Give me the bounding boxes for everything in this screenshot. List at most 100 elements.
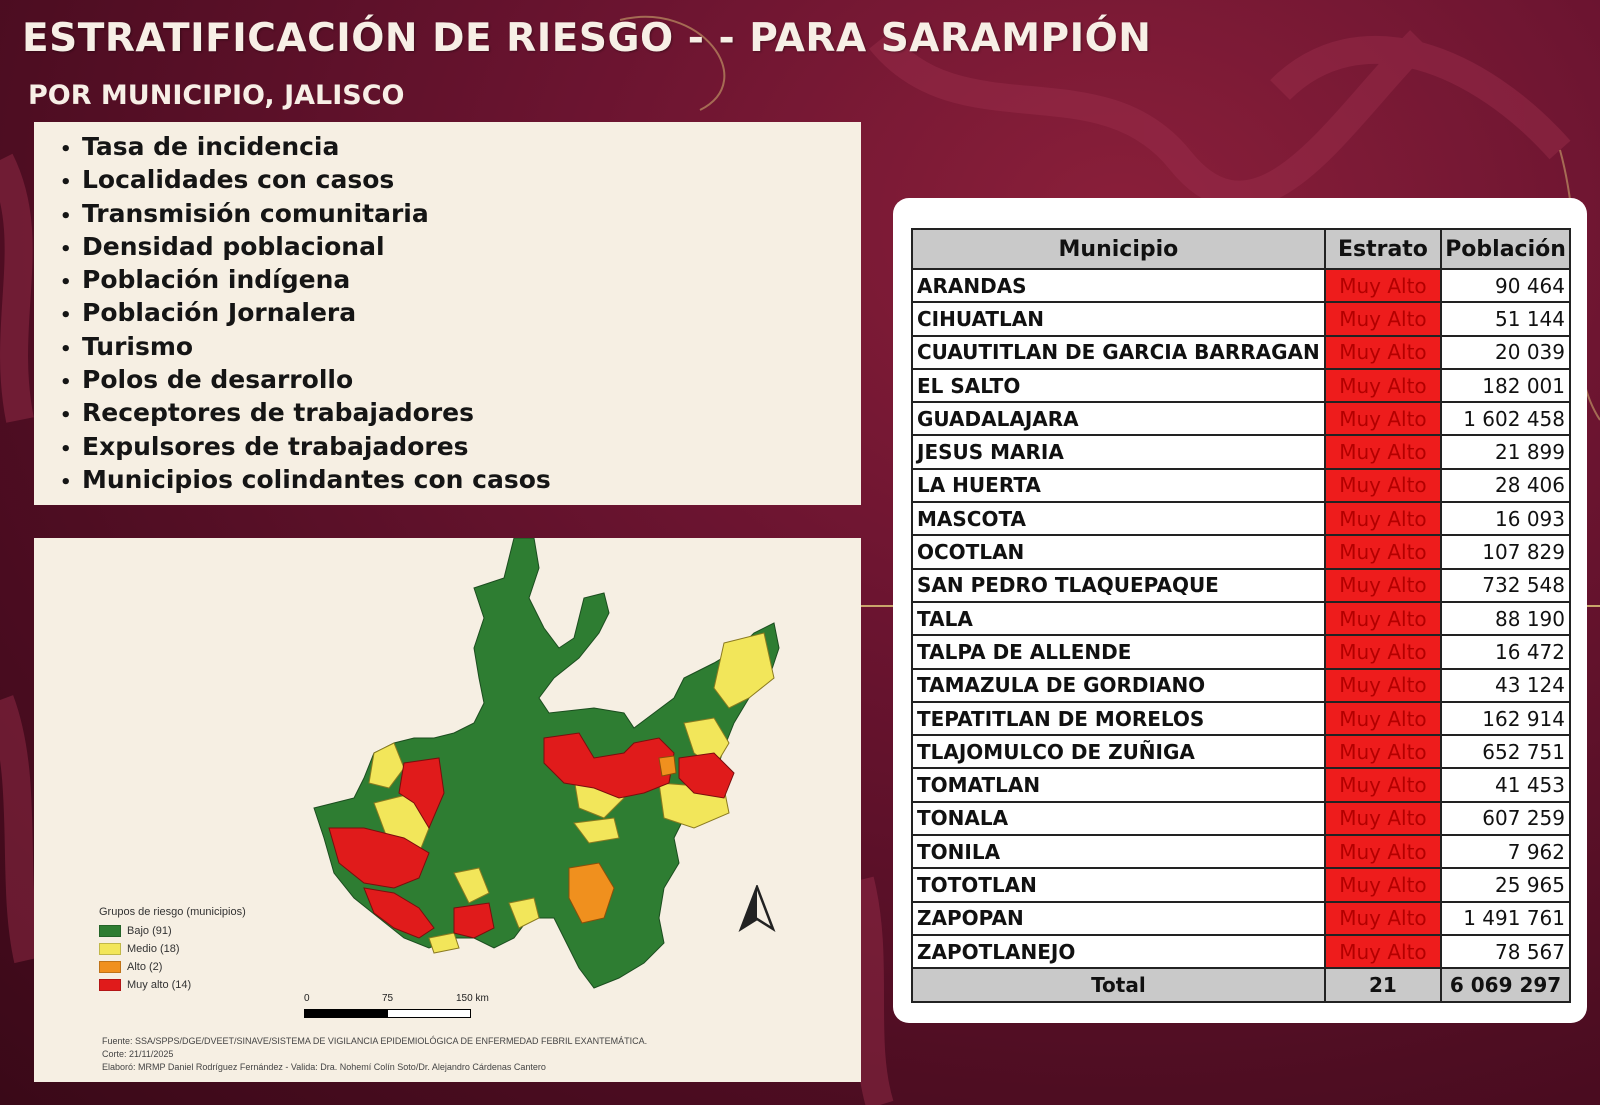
map-region-medio	[683, 717, 730, 769]
table-row: TOMATLAN Muy Alto 41 453	[911, 767, 1571, 803]
scale-label: 150 km	[456, 993, 489, 1004]
cell-poblacion: 16 472	[1440, 634, 1571, 670]
cell-estrato: Muy Alto	[1323, 334, 1443, 370]
table-row: ARANDAS Muy Alto 90 464	[911, 267, 1571, 304]
table-row: TAMAZULA DE GORDIANO Muy Alto 43 124	[911, 667, 1571, 703]
map-region-alto	[568, 862, 615, 924]
table-row: TALPA DE ALLENDE Muy Alto 16 472	[911, 634, 1571, 670]
map-legend: Grupos de riesgo (municipios) Bajo (91) …	[99, 906, 246, 994]
cell-poblacion: 732 548	[1440, 567, 1571, 603]
cell-poblacion: 43 124	[1440, 667, 1571, 703]
criteria-item: • Receptores de trabajadores	[60, 396, 861, 429]
map-source: Fuente: SSA/SPPS/DGE/DVEET/SINAVE/SISTEM…	[102, 1035, 647, 1074]
cell-municipio: SAN PEDRO TLAQUEPAQUE	[911, 567, 1326, 603]
cell-municipio: ARANDAS	[911, 267, 1326, 304]
cell-estrato: Muy Alto	[1323, 834, 1443, 870]
cell-estrato: Muy Alto	[1323, 767, 1443, 803]
cell-estrato: Muy Alto	[1323, 600, 1443, 637]
criteria-label: Turismo	[82, 331, 194, 361]
cell-estrato: Muy Alto	[1323, 501, 1443, 537]
cell-municipio: TALPA DE ALLENDE	[911, 634, 1326, 670]
map-region-medio	[573, 817, 620, 844]
bullet-icon: •	[60, 172, 72, 194]
legend-item-muy-alto: Muy alto (14)	[99, 976, 246, 994]
divider-line	[1587, 605, 1600, 607]
table-row: OCOTLAN Muy Alto 107 829	[911, 534, 1571, 570]
legend-swatch	[99, 943, 121, 955]
column-header-estrato: Estrato	[1323, 228, 1443, 270]
map-region-medio	[713, 632, 775, 709]
cell-municipio: TLAJOMULCO DE ZUÑIGA	[911, 734, 1326, 770]
legend-item-alto: Alto (2)	[99, 958, 246, 976]
cell-municipio: ZAPOTLANEJO	[911, 933, 1326, 970]
table-row: SAN PEDRO TLAQUEPAQUE Muy Alto 732 548	[911, 567, 1571, 603]
bullet-icon: •	[60, 471, 72, 493]
table-row: TALA Muy Alto 88 190	[911, 600, 1571, 637]
cell-municipio: TONALA	[911, 800, 1326, 837]
cell-municipio: TAMAZULA DE GORDIANO	[911, 667, 1326, 703]
cell-estrato: Muy Alto	[1323, 367, 1443, 404]
cell-municipio: TOMATLAN	[911, 767, 1326, 803]
cell-estrato: Muy Alto	[1323, 800, 1443, 837]
source-line: Fuente: SSA/SPPS/DGE/DVEET/SINAVE/SISTEM…	[102, 1036, 648, 1046]
cell-estrato: Muy Alto	[1323, 734, 1443, 770]
source-line: Elaboró: MRMP Daniel Rodríguez Fernández…	[102, 1062, 546, 1072]
bullet-icon: •	[60, 305, 72, 327]
criteria-label: Densidad poblacional	[82, 231, 385, 261]
legend-item-medio: Medio (18)	[99, 940, 246, 958]
cell-estrato: Muy Alto	[1323, 534, 1443, 570]
cell-estrato: Muy Alto	[1323, 933, 1443, 970]
page-subtitle: POR MUNICIPIO, JALISCO	[28, 80, 405, 111]
cell-poblacion: 1 491 761	[1440, 900, 1571, 936]
cell-estrato: Muy Alto	[1323, 434, 1443, 470]
bullet-icon: •	[60, 238, 72, 260]
criteria-label: Población Jornalera	[82, 298, 357, 328]
cell-municipio: ZAPOPAN	[911, 900, 1326, 936]
scale-bar: 0 75 150 km	[304, 993, 504, 1018]
cell-estrato: Muy Alto	[1323, 700, 1443, 737]
cell-poblacion: 25 965	[1440, 867, 1571, 903]
criteria-label: Localidades con casos	[82, 165, 395, 195]
cell-municipio: GUADALAJARA	[911, 401, 1326, 437]
bullet-icon: •	[60, 405, 72, 427]
cell-municipio: TEPATITLAN DE MORELOS	[911, 700, 1326, 737]
map-region-medio	[368, 742, 405, 789]
map-region-alto	[658, 755, 677, 777]
table-row: CUAUTITLAN DE GARCIA BARRAGAN Muy Alto 20 …	[911, 334, 1571, 370]
cell-municipio: CUAUTITLAN DE GARCIA BARRAGAN	[911, 334, 1326, 370]
cell-poblacion: 16 093	[1440, 501, 1571, 537]
cell-estrato: Muy Alto	[1323, 634, 1443, 670]
cell-poblacion: 28 406	[1440, 467, 1571, 504]
map-region-muy-alto	[453, 902, 495, 939]
legend-label: Bajo (91)	[127, 925, 172, 937]
criteria-label: Transmisión comunitaria	[82, 198, 429, 228]
cell-municipio: TALA	[911, 600, 1326, 637]
cell-estrato: Muy Alto	[1323, 401, 1443, 437]
legend-swatch	[99, 961, 121, 973]
divider-line	[861, 605, 893, 607]
table-row: GUADALAJARA Muy Alto 1 602 458	[911, 401, 1571, 437]
cell-estrato: Muy Alto	[1323, 301, 1443, 337]
table-row: CIHUATLAN Muy Alto 51 144	[911, 301, 1571, 337]
criteria-item: • Población Jornalera	[60, 296, 861, 329]
legend-swatch	[99, 925, 121, 937]
legend-swatch	[99, 979, 121, 991]
scale-label: 0	[304, 993, 310, 1004]
cell-municipio: JESUS MARIA	[911, 434, 1326, 470]
scale-label: 75	[382, 993, 394, 1004]
cell-poblacion: 182 001	[1440, 367, 1571, 404]
map-region-muy-alto	[363, 887, 435, 939]
cell-poblacion: 107 829	[1440, 534, 1571, 570]
cell-poblacion: 51 144	[1440, 301, 1571, 337]
criteria-label: Municipios colindantes con casos	[82, 464, 551, 494]
total-poblacion: 6 069 297	[1440, 967, 1571, 1004]
table-header-row: Municipio Estrato Población	[911, 228, 1571, 270]
criteria-label: Receptores de trabajadores	[82, 398, 475, 428]
cell-municipio: TOTOTLAN	[911, 867, 1326, 903]
column-header-poblacion: Población	[1440, 228, 1571, 270]
legend-label: Alto (2)	[127, 961, 163, 973]
criteria-item: • Tasa de incidencia	[60, 130, 861, 163]
bullet-icon: •	[60, 338, 72, 360]
table-total-row: Total 21 6 069 297	[911, 967, 1571, 1004]
table-row: TONALA Muy Alto 607 259	[911, 800, 1571, 837]
